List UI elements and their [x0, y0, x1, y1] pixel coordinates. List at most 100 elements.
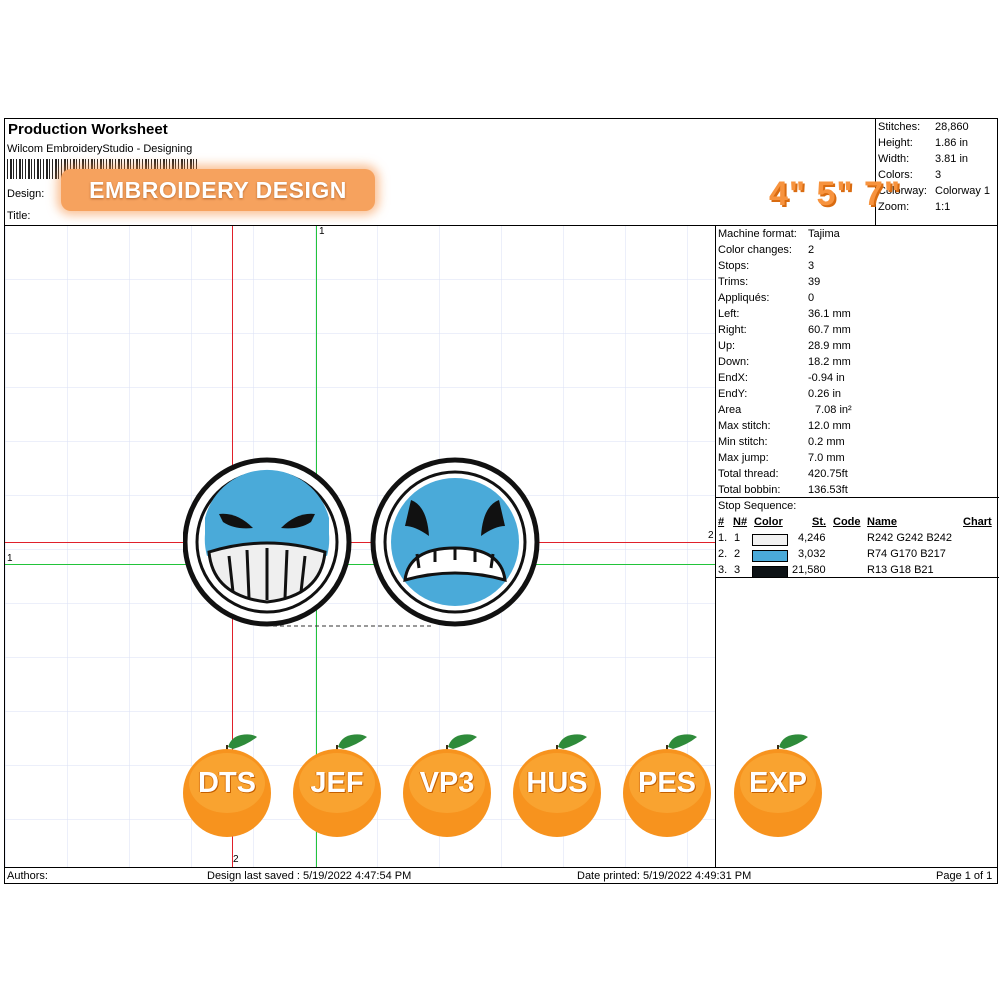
- param-label: Machine format:: [718, 228, 797, 240]
- summary-label: Stitches:: [878, 121, 921, 133]
- format-badge-pes: PES: [621, 731, 713, 839]
- summary-value: 1:1: [935, 201, 951, 213]
- angry-grin-face: [183, 457, 352, 627]
- summary-value: 1.86 in: [935, 137, 969, 149]
- row-index: 2.: [718, 548, 728, 560]
- param-value: 36.1 mm: [808, 308, 851, 320]
- param-label: Up:: [718, 340, 736, 352]
- red-axis-label-right: 2: [708, 530, 714, 541]
- col-header-stitches: St.: [812, 516, 827, 528]
- stats-panel: Machine format: Tajima Color changes: 2 …: [715, 226, 999, 867]
- orange-icon: [403, 734, 491, 837]
- param-label: Max jump:: [718, 452, 769, 464]
- green-horizontal-guide: [5, 564, 715, 565]
- row-stitches: 3,032: [798, 548, 826, 560]
- production-worksheet: Production Worksheet Wilcom EmbroiderySt…: [4, 118, 999, 884]
- col-header-chart: Chart: [963, 516, 992, 528]
- format-badge-jef: JEF: [291, 731, 383, 839]
- param-label: Stops:: [718, 260, 750, 272]
- row-stitches: 21,580: [792, 564, 826, 576]
- param-value: 0: [808, 292, 815, 304]
- orange-icon: [734, 734, 822, 837]
- param-value: 2: [808, 244, 815, 256]
- param-value: 3: [808, 260, 815, 272]
- param-value: Tajima: [808, 228, 840, 240]
- format-label: VP3: [419, 767, 475, 799]
- col-header-code: Code: [833, 516, 861, 528]
- summary-label: Height:: [878, 137, 913, 149]
- title-label: Title:: [7, 210, 31, 222]
- green-axis-label-left: 1: [7, 553, 13, 564]
- format-badge-hus: HUS: [511, 731, 603, 839]
- param-value: 12.0 mm: [808, 420, 851, 432]
- summary-label: Colors:: [878, 169, 913, 181]
- sad-frown-face: [370, 457, 540, 627]
- param-label: Left:: [718, 308, 740, 320]
- param-value: 7.08 in²: [815, 404, 852, 416]
- row-needle: 1: [734, 532, 741, 544]
- worksheet-header: Production Worksheet Wilcom EmbroiderySt…: [5, 119, 875, 226]
- worksheet-footer: Authors: Design last saved : 5/19/2022 4…: [5, 867, 998, 884]
- red-horizontal-guide: [5, 542, 715, 543]
- param-value: 7.0 mm: [808, 452, 845, 464]
- row-index: 3.: [718, 564, 728, 576]
- embroidery-design-badge: EMBROIDERY DESIGN: [61, 169, 375, 211]
- worksheet-title: Production Worksheet: [8, 121, 168, 138]
- summary-value: Colorway 1: [935, 185, 991, 197]
- col-header-needle: N#: [733, 516, 748, 528]
- format-label: EXP: [748, 767, 808, 799]
- row-color-name: R242 G242 B242: [867, 532, 953, 544]
- param-label: Down:: [718, 356, 750, 368]
- param-value: 18.2 mm: [808, 356, 851, 368]
- format-label: PES: [637, 767, 697, 799]
- param-value: 136.53ft: [808, 484, 848, 496]
- format-label: JEF: [310, 767, 364, 799]
- param-value: 28.9 mm: [808, 340, 851, 352]
- param-label: Color changes:: [718, 244, 792, 256]
- param-value: 0.26 in: [808, 388, 842, 400]
- design-summary: Stitches: 28,860 Height: 1.86 in Width: …: [875, 119, 998, 226]
- orange-icon: [183, 734, 271, 837]
- color-swatch: [752, 566, 788, 578]
- param-label: Right:: [718, 324, 747, 336]
- design-label: Design:: [7, 188, 45, 200]
- row-needle: 2: [734, 548, 741, 560]
- red-axis-label-bottom: 2: [233, 854, 239, 865]
- design-canvas[interactable]: 1 1 2 2: [5, 226, 715, 867]
- last-saved-date: Design last saved : 5/19/2022 4:47:54 PM: [207, 870, 412, 882]
- stop-sequence: Stop Sequence: # N# Color St. Code Name …: [716, 498, 999, 578]
- param-label: EndY:: [718, 388, 748, 400]
- row-color-name: R13 G18 B21: [867, 564, 934, 576]
- param-label: Area: [718, 404, 742, 416]
- summary-label: Colorway:: [878, 185, 927, 197]
- hoop-sizes-banner: 4" 5" 7": [769, 175, 901, 213]
- param-label: Max stitch:: [718, 420, 771, 432]
- row-index: 1.: [718, 532, 728, 544]
- stop-sequence-title: Stop Sequence:: [718, 500, 797, 512]
- param-value: 60.7 mm: [808, 324, 851, 336]
- printed-date: Date printed: 5/19/2022 4:49:31 PM: [577, 870, 752, 882]
- format-badge-vp3: VP3: [401, 731, 493, 839]
- green-axis-label-top: 1: [319, 226, 325, 237]
- param-label: Min stitch:: [718, 436, 768, 448]
- page-number: Page 1 of 1: [936, 870, 993, 882]
- format-badge-dts: DTS: [181, 731, 273, 839]
- format-label: HUS: [526, 767, 588, 799]
- color-swatch: [752, 534, 788, 546]
- software-name: Wilcom EmbroideryStudio - Designing: [7, 143, 193, 155]
- col-header-index: #: [718, 516, 725, 528]
- orange-icon: [623, 734, 711, 837]
- summary-value: 3.81 in: [935, 153, 969, 165]
- param-value: -0.94 in: [808, 372, 845, 384]
- orange-icon: [293, 734, 381, 837]
- authors-label: Authors:: [7, 870, 48, 882]
- orange-icon: [513, 734, 601, 837]
- summary-label: Zoom:: [878, 201, 910, 213]
- row-color-name: R74 G170 B217: [867, 548, 946, 560]
- row-stitches: 4,246: [798, 532, 826, 544]
- machine-parameters: Machine format: Tajima Color changes: 2 …: [716, 226, 999, 498]
- col-header-name: Name: [867, 516, 897, 528]
- row-needle: 3: [734, 564, 741, 576]
- param-label: Total bobbin:: [718, 484, 781, 496]
- format-label: DTS: [198, 767, 256, 799]
